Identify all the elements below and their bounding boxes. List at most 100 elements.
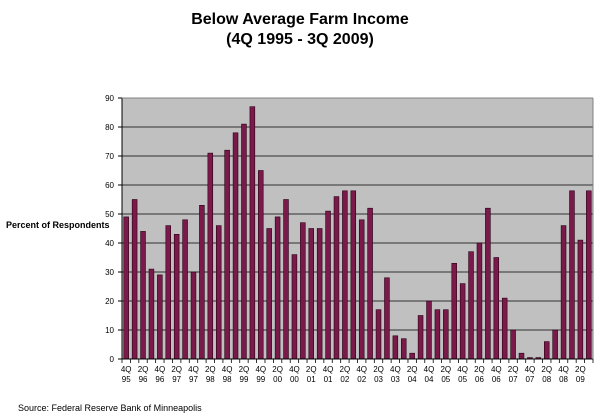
x-tick-label-quarter: 2Q [171,365,182,374]
y-tick-label: 0 [110,355,115,364]
bar-4Q08 [560,225,567,360]
bar-3Q06 [485,207,491,360]
bar-1Q00 [266,228,272,360]
bar-4Q05 [459,283,466,360]
x-tick-label-year: 96 [139,375,148,384]
x-tick-label-year: 99 [256,375,265,384]
bar-2Q01 [308,228,314,360]
bar-2Q03 [375,309,382,360]
x-tick-label-year: 04 [408,375,417,384]
chart-title: Below Average Farm Income [191,11,409,28]
bar-1Q05 [434,309,441,360]
x-tick-label-year: 03 [374,375,383,384]
source-note: Source: Federal Reserve Bank of Minneapo… [18,403,202,413]
bar-2Q09 [577,239,584,360]
x-tick-label-quarter: 4Q [457,365,468,374]
x-tick-label-year: 09 [576,375,585,384]
bar-1Q03 [367,207,373,360]
x-tick-label-year: 00 [273,375,282,384]
x-tick-label-quarter: 4Q [390,365,401,374]
x-tick-label-year: 98 [206,375,215,384]
bar-2Q98 [207,152,214,360]
x-tick-label-year: 96 [155,375,164,384]
y-tick-label: 50 [105,210,114,219]
y-tick-label: 90 [105,94,114,103]
bar-series [123,106,592,360]
bar-3Q01 [316,228,323,360]
x-tick-label-quarter: 2Q [474,365,485,374]
x-tick-label-quarter: 2Q [239,365,250,374]
x-tick-label-year: 03 [391,375,400,384]
bar-3Q99 [249,106,256,360]
bar-4Q95 [123,216,129,360]
bar-1Q04 [401,338,407,360]
bar-2Q07 [510,329,516,360]
bar-1Q09 [569,190,575,360]
bar-3Q02 [350,190,357,360]
bar-3Q09 [586,190,592,360]
bar-4Q03 [392,335,399,360]
x-tick-label-quarter: 2Q [205,365,216,374]
x-tick-label-quarter: 4Q [323,365,334,374]
bar-2Q97 [173,234,180,360]
x-tick-label-quarter: 4Q [222,365,233,374]
bar-3Q08 [552,329,558,360]
x-tick-label-year: 06 [475,375,484,384]
x-tick-label-quarter: 4Q [289,365,300,374]
bar-4Q96 [157,274,163,360]
x-tick-label-year: 95 [122,375,131,384]
x-tick-label-quarter: 4Q [121,365,132,374]
x-tick-label-quarter: 4Q [155,365,166,374]
bar-1Q06 [468,251,474,360]
bar-3Q03 [384,277,390,360]
x-tick-labels: 4Q952Q964Q962Q974Q972Q984Q982Q994Q992Q00… [121,365,586,384]
x-tick-label-year: 07 [525,375,534,384]
x-tick-label-year: 07 [509,375,518,384]
y-tick-label: 30 [105,268,114,277]
chart-subtitle: (4Q 1995 - 3Q 2009) [226,31,374,48]
x-tick-label-quarter: 2Q [373,365,384,374]
bar-3Q07 [518,352,525,360]
x-tick-label-quarter: 2Q [306,365,317,374]
bar-3Q96 [148,268,155,360]
x-tick-label-year: 05 [441,375,450,384]
x-tick-label-year: 99 [240,375,249,384]
x-tick-label-quarter: 2Q [440,365,451,374]
y-tick-label: 10 [105,326,114,335]
bar-4Q99 [258,170,264,360]
x-tick-label-year: 97 [172,375,181,384]
x-tick-label-quarter: 4Q [424,365,435,374]
x-tick-label-quarter: 2Q [407,365,418,374]
x-tick-label-quarter: 2Q [340,365,351,374]
bar-2Q96 [140,231,146,360]
x-tick-label-year: 02 [340,375,349,384]
bar-3Q97 [182,219,188,360]
bar-2Q04 [409,352,415,360]
bar-2Q02 [342,190,348,360]
x-tick-label-year: 02 [357,375,366,384]
x-tick-label-year: 04 [425,375,434,384]
y-axis-label: Percent of Respondents [6,220,110,230]
bar-1Q07 [501,297,508,360]
bar-2Q05 [443,309,449,360]
bar-4Q98 [224,149,230,360]
bar-1Q01 [300,222,306,360]
bar-2Q99 [241,123,247,360]
y-tick-label: 20 [105,297,114,306]
x-tick-label-quarter: 4Q [525,365,536,374]
bar-4Q06 [493,257,500,360]
y-tick-label: 70 [105,152,114,161]
bar-4Q01 [325,210,331,360]
x-tick-label-quarter: 4Q [356,365,367,374]
x-tick-label-quarter: 2Q [138,365,149,374]
x-tick-label-year: 98 [223,375,232,384]
bar-1Q02 [333,196,340,360]
y-tick-label: 40 [105,239,114,248]
bar-1Q96 [131,199,138,360]
x-tick-label-year: 01 [307,375,316,384]
bar-1Q97 [165,225,171,360]
x-tick-label-quarter: 4Q [188,365,199,374]
x-tick-label-quarter: 4Q [491,365,502,374]
bar-4Q00 [291,254,298,360]
